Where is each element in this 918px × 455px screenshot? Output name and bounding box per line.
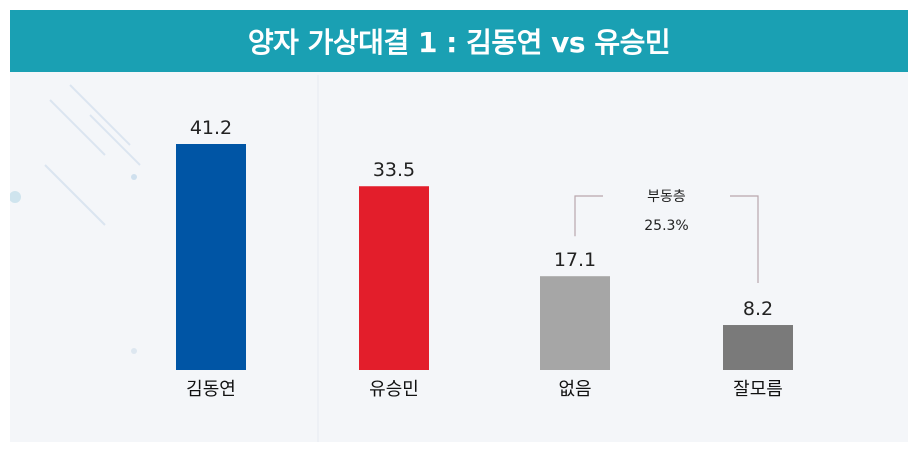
annotation-value: 25.3% [644,218,688,234]
category-label: 유승민 [369,379,419,400]
undecided-bracket [574,195,759,284]
category-label: 김동연 [186,379,236,400]
bar-3 [540,276,610,370]
bar-value-label: 41.2 [190,117,232,139]
category-label: 없음 [558,379,591,400]
chart-frame: 양자 가상대결 1 : 김동연 vs 유승민 41.2 김동연 33.5 유승민 17.… [10,10,908,442]
title-bar: 양자 가상대결 1 : 김동연 vs 유승민 [10,10,908,75]
bar-1 [176,144,246,370]
bar-value-label: 33.5 [373,159,415,181]
bar-value-label: 8.2 [743,298,773,320]
bar-4 [723,325,793,370]
bar-value-label: 17.1 [554,249,596,271]
bar-2 [359,186,429,370]
bar-chart: 41.2 김동연 33.5 유승민 17.1 없음 8.2 잘모름 부동층 25.3% [176,75,793,442]
annotation-label: 부동층 [647,189,686,205]
background-decoration [10,84,141,354]
chart-title: 양자 가상대결 1 : 김동연 vs 유승민 [247,26,671,59]
category-label: 잘모름 [733,379,783,400]
